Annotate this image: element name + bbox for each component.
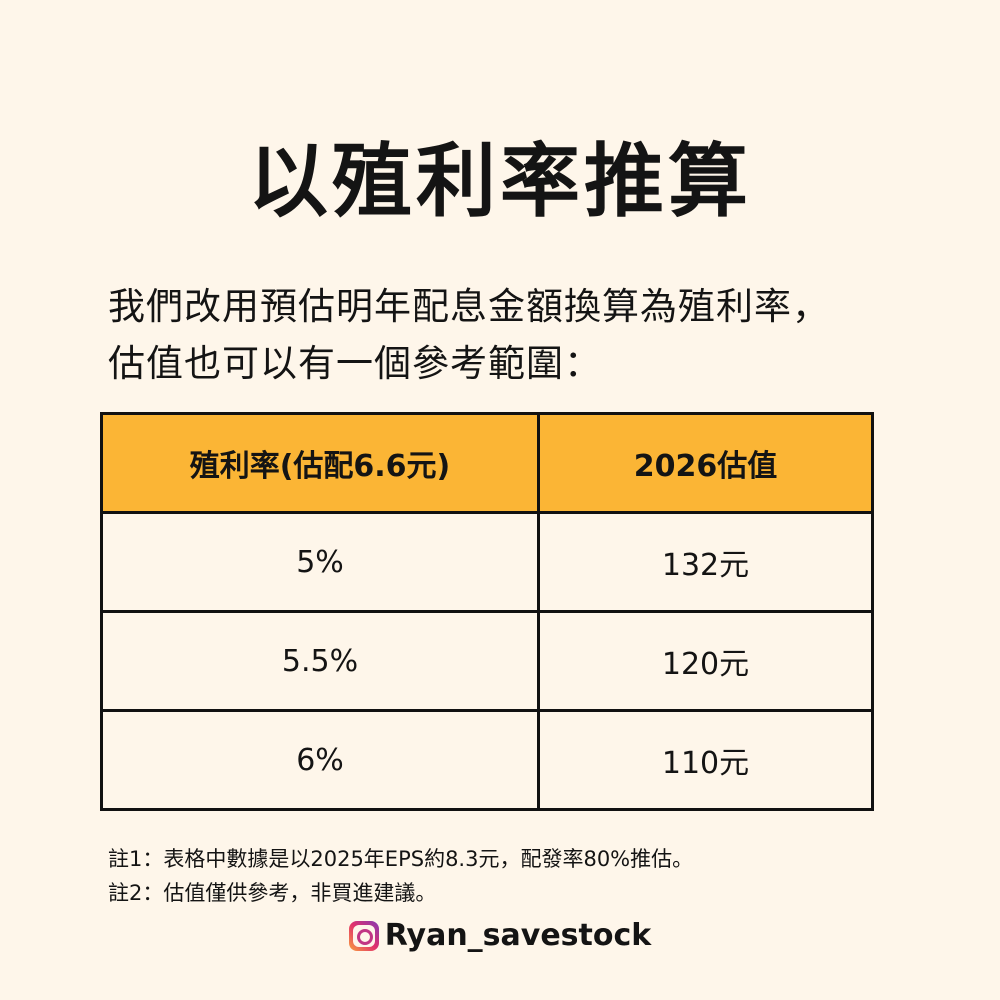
yield-cell: 5.5%	[100, 610, 540, 712]
table-row: 6% 110元	[100, 709, 874, 811]
intro-line-1: 我們改用預估明年配息金額換算為殖利率，	[108, 285, 830, 328]
instagram-icon	[348, 920, 379, 951]
valuation-cell: 120元	[537, 610, 874, 712]
header-valuation: 2026估值	[537, 412, 874, 514]
social-handle: Ryan_savestock	[0, 918, 1000, 953]
yield-cell: 5%	[100, 511, 540, 613]
header-yield: 殖利率(估配6.6元)	[100, 412, 540, 514]
page-title: 以殖利率推算	[248, 135, 752, 228]
valuation-table: 殖利率(估配6.6元) 2026估值 5% 132元 5.5% 120元 6% …	[100, 412, 874, 811]
handle-text: Ryan_savestock	[384, 918, 652, 953]
intro-text: 我們改用預估明年配息金額換算為殖利率， 估值也可以有一個參考範圍：	[108, 278, 908, 392]
footnotes: 註1：表格中數據是以2025年EPS約8.3元，配發率80%推估。 註2：估值僅…	[108, 842, 693, 910]
table-row: 5.5% 120元	[100, 610, 874, 712]
valuation-cell: 110元	[537, 709, 874, 811]
table-header-row: 殖利率(估配6.6元) 2026估值	[100, 412, 874, 514]
note-1: 註1：表格中數據是以2025年EPS約8.3元，配發率80%推估。	[108, 847, 694, 871]
intro-line-2: 估值也可以有一個參考範圍：	[108, 342, 602, 385]
yield-cell: 6%	[100, 709, 540, 811]
table-row: 5% 132元	[100, 511, 874, 613]
note-2: 註2：估值僅供參考，非買進建議。	[108, 881, 437, 905]
valuation-cell: 132元	[537, 511, 874, 613]
